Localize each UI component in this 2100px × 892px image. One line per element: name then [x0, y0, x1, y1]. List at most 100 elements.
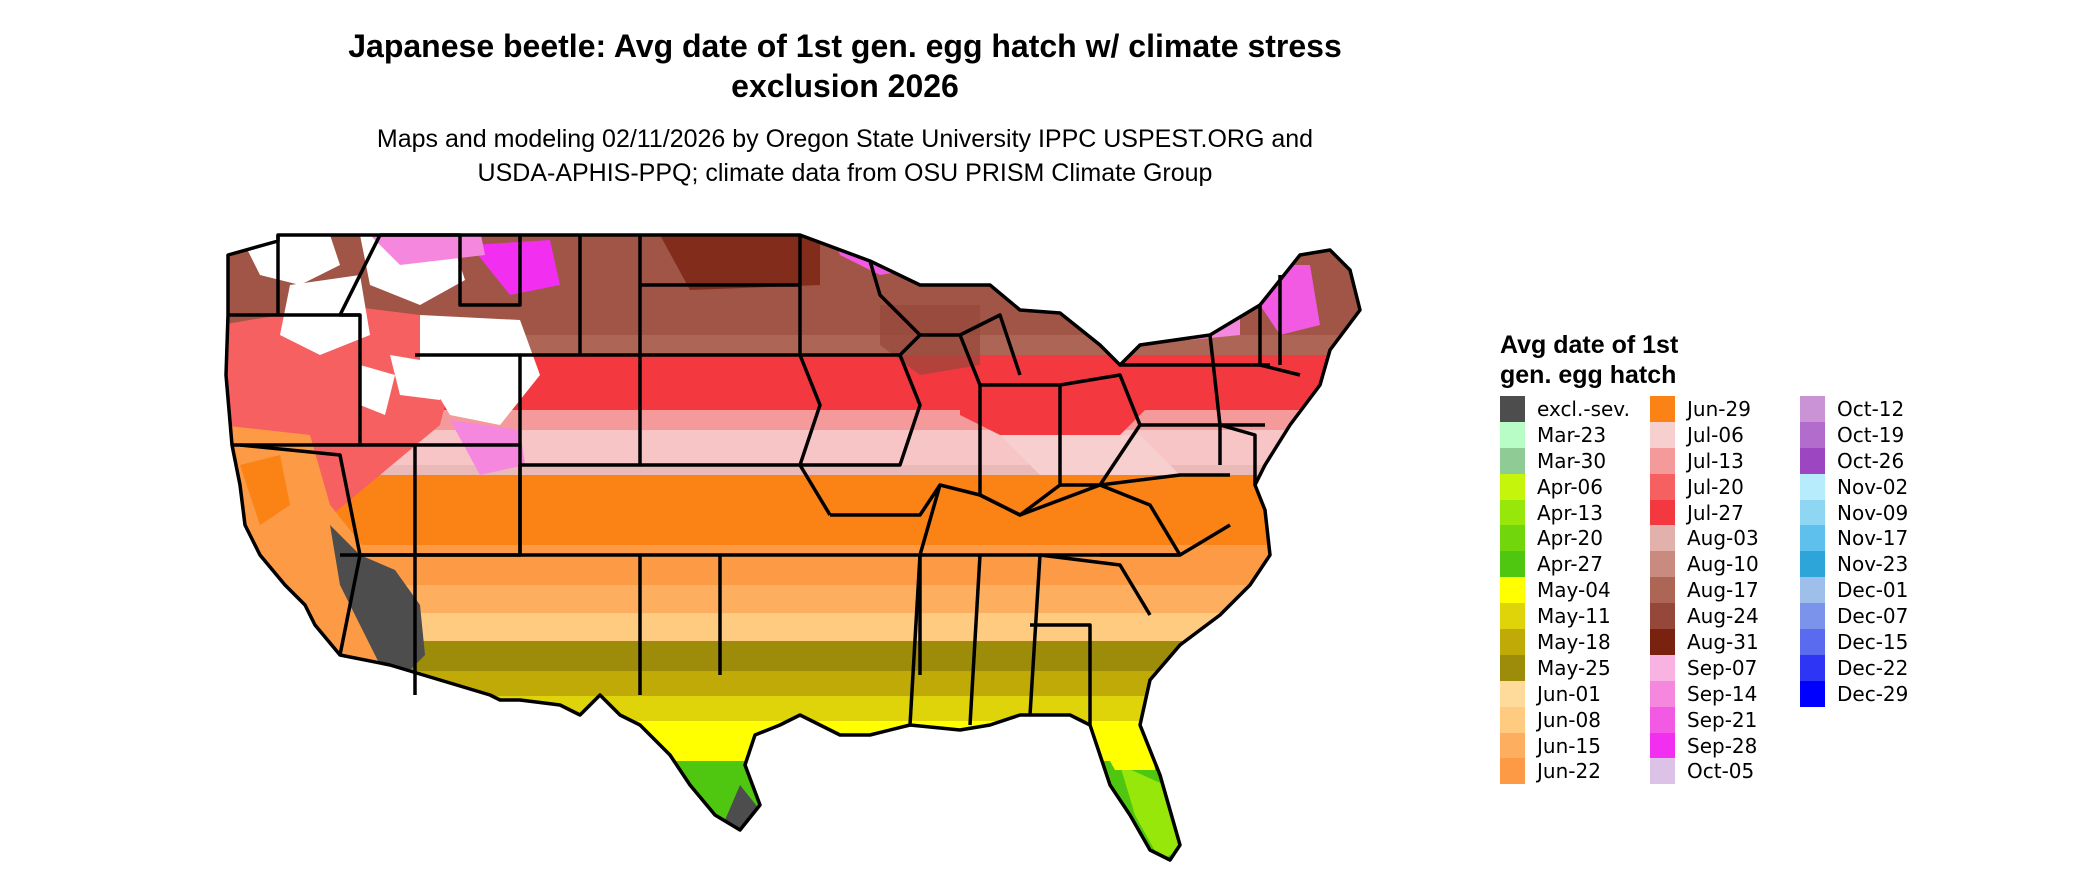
legend-item: Dec-15	[1800, 629, 1908, 655]
legend-label: Jul-13	[1687, 448, 1744, 473]
legend-item: Apr-27	[1500, 551, 1630, 578]
legend-swatch	[1800, 396, 1825, 422]
legend-item: Oct-26	[1800, 447, 1908, 474]
legend-item: Jun-15	[1500, 732, 1630, 759]
legend-label: Dec-01	[1837, 578, 1909, 603]
legend-swatch	[1650, 551, 1675, 578]
legend-swatch	[1500, 706, 1525, 733]
legend-swatch	[1500, 629, 1525, 655]
legend-label: Oct-12	[1837, 396, 1905, 421]
legend-label: Jun-01	[1537, 681, 1601, 706]
legend-swatch	[1500, 732, 1525, 759]
legend-label: Sep-28	[1687, 733, 1758, 758]
legend-swatch	[1800, 421, 1825, 448]
legend-swatch	[1500, 499, 1525, 526]
legend-swatch	[1500, 421, 1525, 448]
legend-label: Aug-03	[1687, 526, 1759, 551]
legend-item: Jun-08	[1500, 706, 1630, 733]
legend-item: Mar-23	[1500, 421, 1630, 448]
legend-item: Nov-23	[1800, 551, 1908, 578]
legend-label: Dec-29	[1837, 681, 1909, 706]
legend-item: Aug-03	[1650, 525, 1759, 552]
subtitle-line-1: Maps and modeling 02/11/2026 by Oregon S…	[376, 125, 1314, 153]
legend-label: Oct-05	[1687, 759, 1755, 784]
legend-title-line-2: gen. egg hatch	[1500, 361, 1677, 389]
legend-label: Nov-17	[1837, 526, 1909, 551]
legend-item: Sep-14	[1650, 680, 1759, 707]
legend-label: May-18	[1537, 629, 1611, 654]
legend-item: Aug-10	[1650, 551, 1759, 578]
legend-swatch	[1800, 473, 1825, 500]
legend-label: Apr-06	[1537, 474, 1603, 499]
legend-swatch	[1650, 706, 1675, 733]
legend-label: excl.-sev.	[1537, 396, 1630, 421]
legend-swatch	[1500, 577, 1525, 604]
legend-label: Oct-26	[1837, 448, 1905, 473]
legend-swatch	[1650, 758, 1675, 785]
legend-item: May-11	[1500, 603, 1630, 630]
subtitle-line-2: USDA-APHIS-PPQ; climate data from OSU PR…	[477, 159, 1213, 187]
legend-item: Apr-06	[1500, 473, 1630, 500]
legend-title-line-1: Avg date of 1st	[1500, 331, 1679, 359]
legend-swatch	[1650, 577, 1675, 604]
legend-item: Jun-01	[1500, 680, 1630, 707]
legend-swatch	[1800, 629, 1825, 655]
map-title: Japanese beetle: Avg date of 1st gen. eg…	[220, 26, 1470, 106]
legend-label: Apr-20	[1537, 526, 1603, 551]
legend-label: May-11	[1537, 604, 1611, 629]
legend-swatch	[1500, 551, 1525, 578]
legend-swatch	[1650, 680, 1675, 707]
legend-label: Aug-10	[1687, 552, 1759, 577]
legend-swatch	[1650, 499, 1675, 526]
legend-label: May-25	[1537, 655, 1611, 680]
legend-label: Dec-07	[1837, 604, 1909, 629]
legend-item: Dec-29	[1800, 680, 1909, 707]
legend-title: Avg date of 1st gen. egg hatch	[1500, 330, 1760, 390]
legend-item: Nov-17	[1800, 525, 1909, 552]
legend-item: Oct-05	[1650, 758, 1759, 785]
legend-item: May-04	[1500, 577, 1630, 604]
legend-label: Mar-30	[1537, 448, 1607, 473]
legend-swatch	[1500, 758, 1525, 785]
legend-label: Nov-09	[1837, 500, 1909, 525]
legend-swatch	[1800, 680, 1825, 707]
legend-swatch	[1500, 525, 1525, 552]
title-line-2: exclusion 2026	[731, 68, 959, 104]
legend-swatch	[1800, 447, 1825, 474]
legend-item: Dec-22	[1800, 654, 1908, 681]
legend-item: Sep-28	[1650, 732, 1759, 759]
legend-column-3: Oct-12 Oct-19 Oct-26 Nov-02 Nov-09 Nov-17 Nov-…	[1800, 396, 1908, 707]
legend-column-1: excl.-sev. Mar-23 Mar-30 Apr-06 Apr-13 Apr-20…	[1500, 396, 1630, 785]
legend-item: Nov-02	[1800, 473, 1909, 500]
legend-swatch	[1650, 473, 1675, 500]
legend-label: Jul-06	[1687, 422, 1744, 447]
legend-swatch	[1650, 654, 1675, 681]
legend-swatch	[1500, 654, 1525, 681]
legend-swatch	[1650, 732, 1675, 759]
legend-swatch	[1800, 551, 1825, 578]
legend-label: Aug-17	[1687, 578, 1759, 603]
title-line-1: Japanese beetle: Avg date of 1st gen. eg…	[348, 28, 1342, 64]
legend-item: Aug-31	[1650, 629, 1759, 655]
legend-label: May-04	[1537, 578, 1611, 603]
legend-item: May-18	[1500, 629, 1630, 655]
legend-swatch	[1650, 396, 1675, 422]
legend-item: Jul-13	[1650, 447, 1759, 474]
legend-swatch	[1500, 603, 1525, 630]
legend-swatch	[1650, 629, 1675, 655]
legend-item: Oct-19	[1800, 421, 1908, 448]
legend-item: Mar-30	[1500, 447, 1630, 474]
legend-swatch	[1650, 421, 1675, 448]
legend-label: Apr-27	[1537, 552, 1603, 577]
legend-label: Nov-02	[1837, 474, 1909, 499]
legend-swatch	[1800, 603, 1825, 630]
legend-item: Aug-17	[1650, 577, 1759, 604]
legend-item: Jul-20	[1650, 473, 1759, 500]
map-subtitle: Maps and modeling 02/11/2026 by Oregon S…	[220, 122, 1470, 190]
legend-label: Jul-20	[1687, 474, 1744, 499]
legend-label: Sep-21	[1687, 707, 1758, 732]
legend-column-2: Jun-29 Jul-06 Jul-13 Jul-20 Jul-27 Aug-03 Aug-…	[1650, 396, 1759, 785]
legend-item: Jun-22	[1500, 758, 1630, 785]
legend-swatch	[1800, 577, 1825, 604]
legend-swatch	[1500, 473, 1525, 500]
